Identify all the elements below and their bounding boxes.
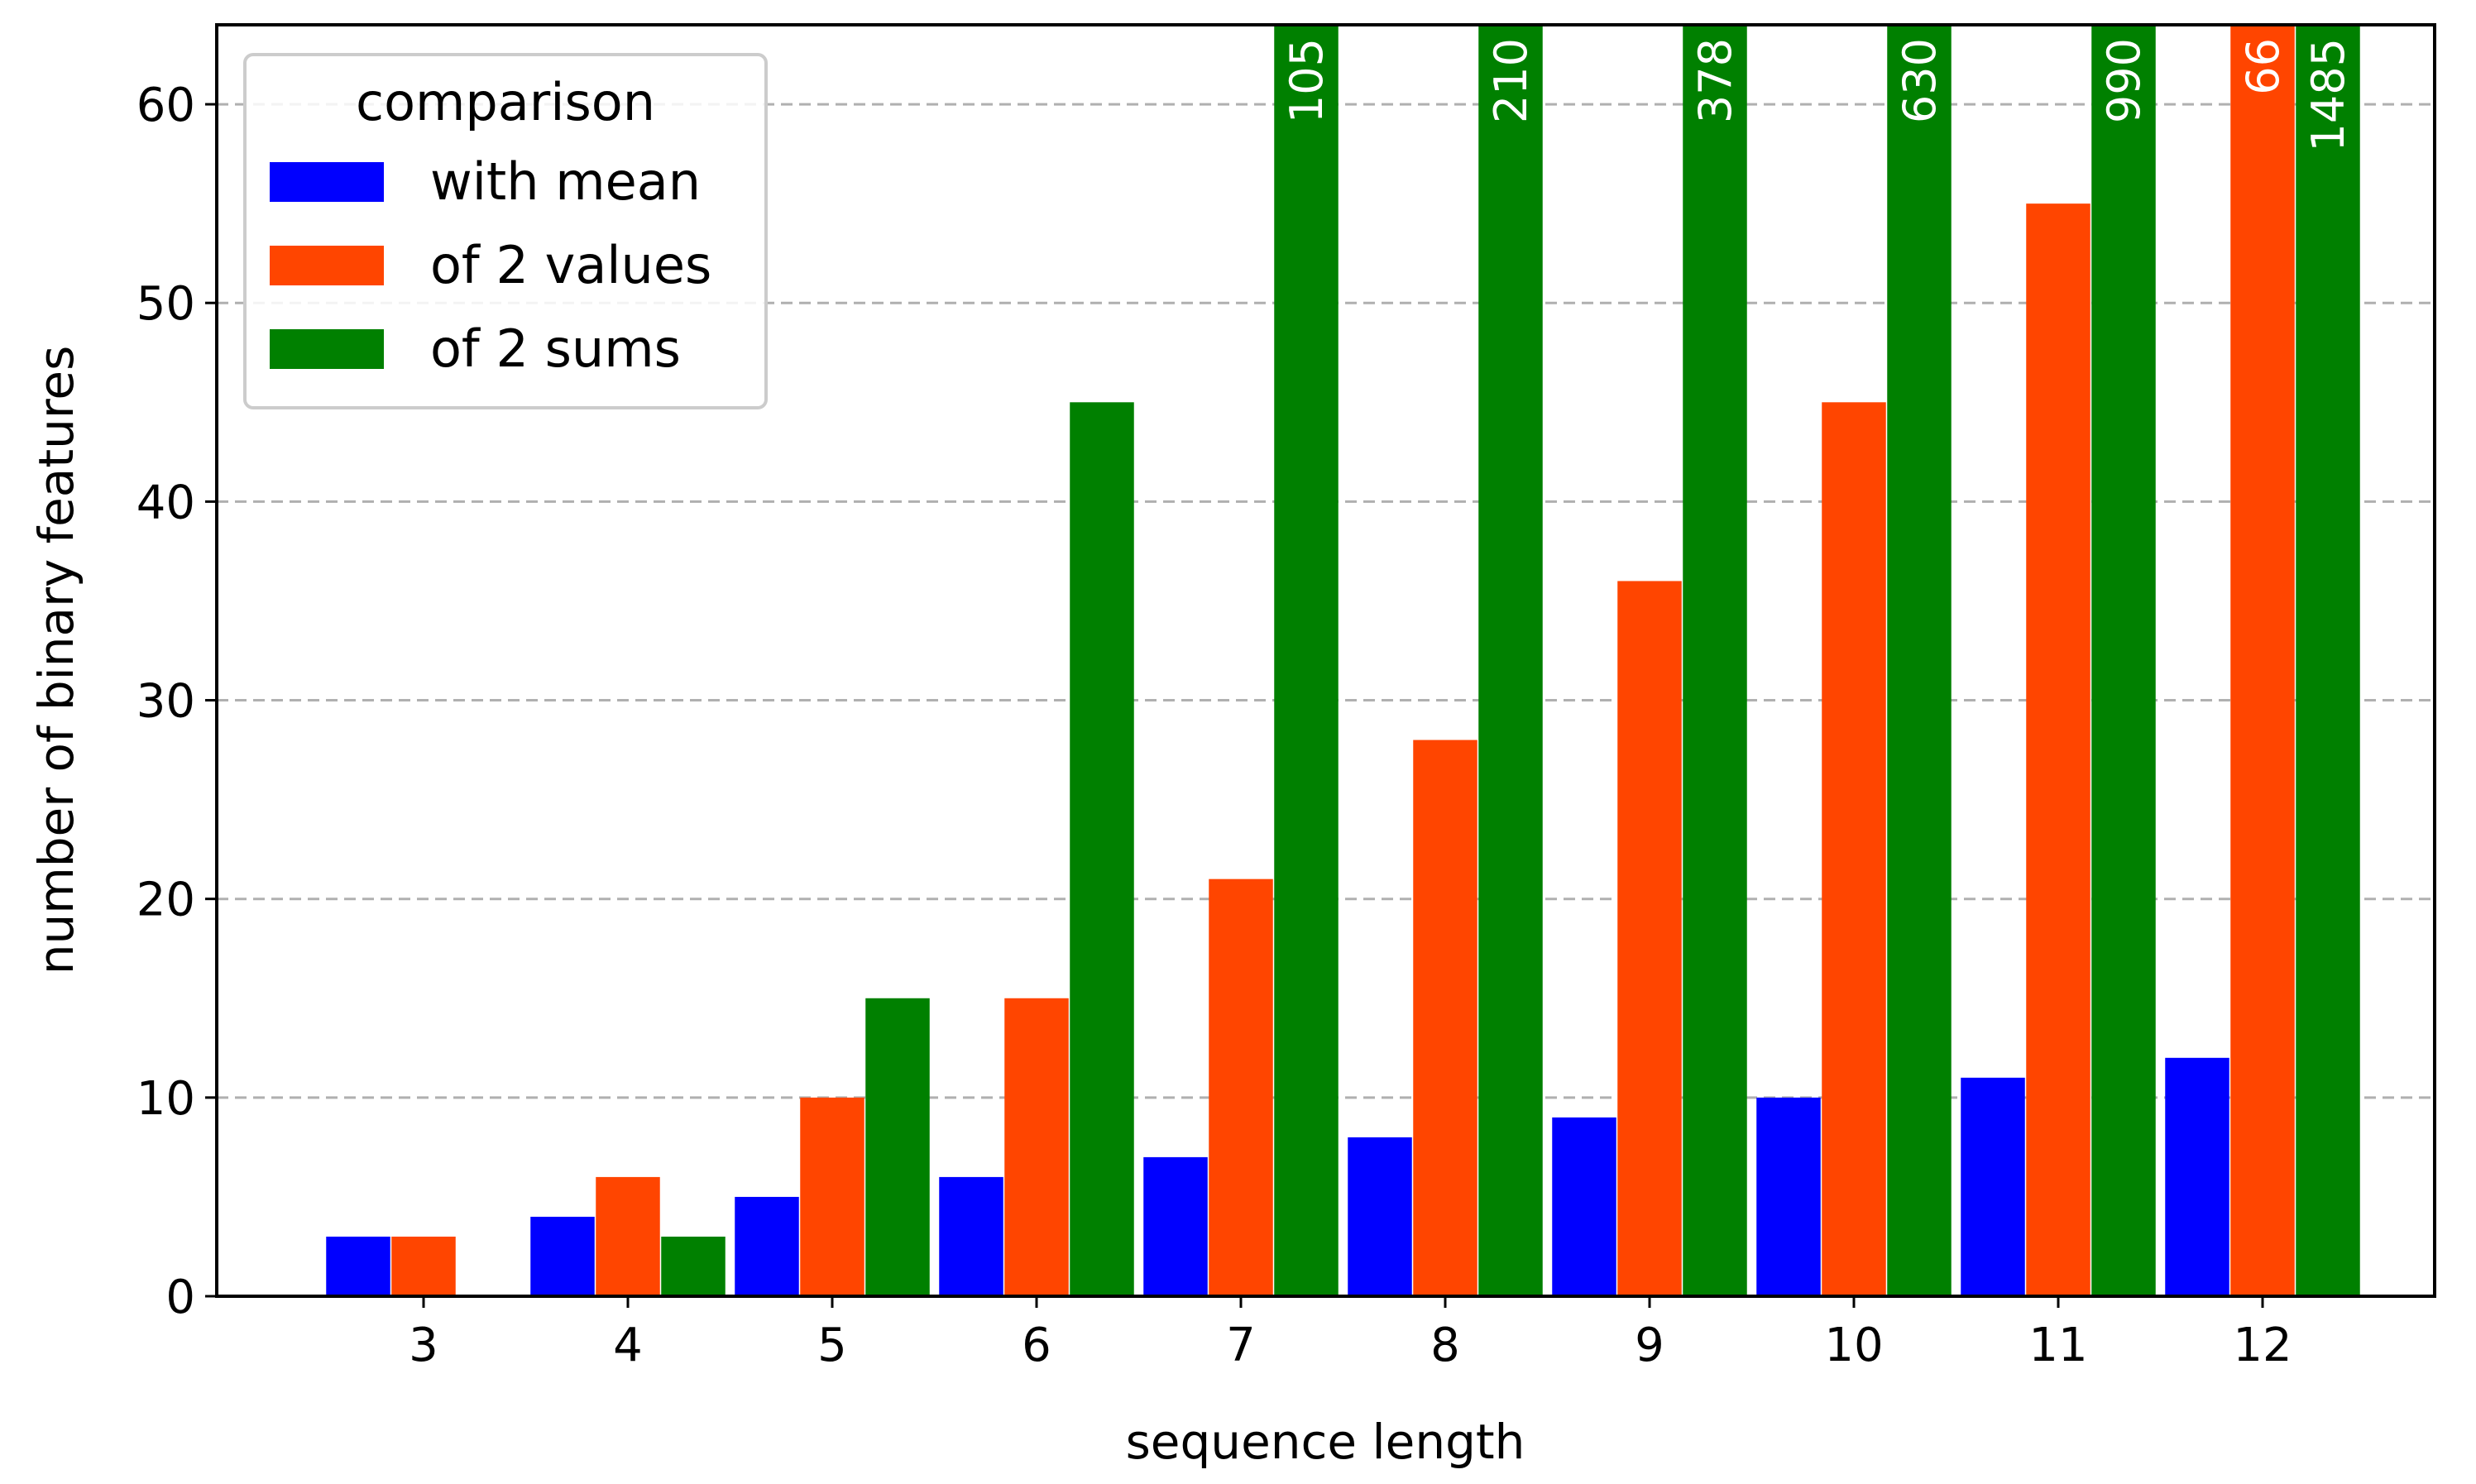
bar-value-label: 66 <box>2237 38 2289 95</box>
bar-of-2-values-7 <box>1209 878 1273 1296</box>
bar-with-mean-9 <box>1552 1117 1616 1296</box>
bar-value-label: 630 <box>1894 38 1946 123</box>
x-tick-label: 6 <box>1022 1319 1051 1372</box>
x-tick-label: 4 <box>613 1319 643 1372</box>
bar-value-label: 378 <box>1689 38 1741 123</box>
bar-of-2-values-12 <box>2230 25 2295 1296</box>
bars <box>326 25 2360 1296</box>
legend: comparison with mean of 2 values of 2 sums <box>243 53 768 409</box>
bar-of-2-values-5 <box>800 1097 864 1296</box>
bar-with-mean-8 <box>1348 1137 1412 1296</box>
x-tick-label: 5 <box>817 1319 847 1372</box>
bar-of-2-sums-6 <box>1070 402 1134 1296</box>
legend-swatch <box>270 246 384 285</box>
bar-of-2-sums-5 <box>865 998 930 1296</box>
bar-value-label: 1485 <box>2302 38 2354 151</box>
bar-value-label: 990 <box>2098 38 2150 123</box>
bar-of-2-values-11 <box>2026 203 2090 1296</box>
x-tick-label: 9 <box>1635 1319 1664 1372</box>
y-axis-label: number of binary features <box>28 346 84 975</box>
bar-with-mean-7 <box>1143 1156 1208 1296</box>
bar-of-2-sums-7 <box>1274 25 1339 1296</box>
bar-with-mean-10 <box>1756 1097 1821 1296</box>
bar-with-mean-4 <box>530 1216 595 1296</box>
plot-frame <box>215 23 2436 1298</box>
y-tick-label: 10 <box>136 1072 195 1126</box>
x-tick-label: 12 <box>2233 1319 2292 1372</box>
y-tick-label: 60 <box>136 79 195 132</box>
bar-with-mean-3 <box>326 1236 390 1296</box>
bar-of-2-values-3 <box>391 1236 456 1296</box>
y-tick-label: 20 <box>136 874 195 927</box>
x-axis-ticks: 3 4 5 6 7 8 9 10 11 12 <box>409 1296 2292 1372</box>
y-tick-label: 0 <box>165 1271 195 1324</box>
x-tick-label: 10 <box>1824 1319 1883 1372</box>
bar-with-mean-6 <box>939 1176 1003 1296</box>
legend-title: comparison <box>356 72 655 132</box>
legend-label: of 2 sums <box>430 318 681 379</box>
legend-label: of 2 values <box>430 235 711 295</box>
bar-with-mean-11 <box>1961 1077 2025 1296</box>
x-tick-label: 3 <box>409 1319 438 1372</box>
bar-of-2-sums-9 <box>1683 25 1747 1296</box>
bar-value-label: 210 <box>1485 38 1537 123</box>
x-tick-label: 8 <box>1430 1319 1460 1372</box>
x-axis-label: sequence length <box>1126 1414 1525 1470</box>
bar-of-2-sums-8 <box>1478 25 1543 1296</box>
bar-of-2-values-8 <box>1413 740 1477 1296</box>
legend-label: with mean <box>430 151 701 212</box>
bar-of-2-values-9 <box>1617 581 1682 1296</box>
y-tick-label: 40 <box>136 476 195 529</box>
bar-of-2-sums-11 <box>2091 25 2156 1296</box>
bar-with-mean-5 <box>735 1196 799 1296</box>
bar-of-2-sums-12 <box>2296 25 2360 1296</box>
bar-of-2-sums-10 <box>1887 25 1952 1296</box>
bar-of-2-sums-4 <box>661 1236 726 1296</box>
x-tick-label: 11 <box>2028 1319 2087 1372</box>
legend-swatch <box>270 329 384 369</box>
bar-of-2-values-10 <box>1822 402 1886 1296</box>
bar-value-label: 105 <box>1281 38 1333 123</box>
bar-of-2-values-6 <box>1004 998 1069 1296</box>
bar-of-2-values-4 <box>596 1176 660 1296</box>
bar-with-mean-12 <box>2165 1057 2229 1296</box>
legend-box <box>243 53 768 409</box>
y-axis-ticks: 0 10 20 30 40 50 60 <box>136 79 217 1324</box>
bar-labels: 105 210 378 630 990 66 1485 <box>1281 38 2354 151</box>
y-tick-label: 50 <box>136 277 195 331</box>
x-tick-label: 7 <box>1226 1319 1256 1372</box>
legend-swatch <box>270 162 384 202</box>
y-tick-label: 30 <box>136 675 195 729</box>
